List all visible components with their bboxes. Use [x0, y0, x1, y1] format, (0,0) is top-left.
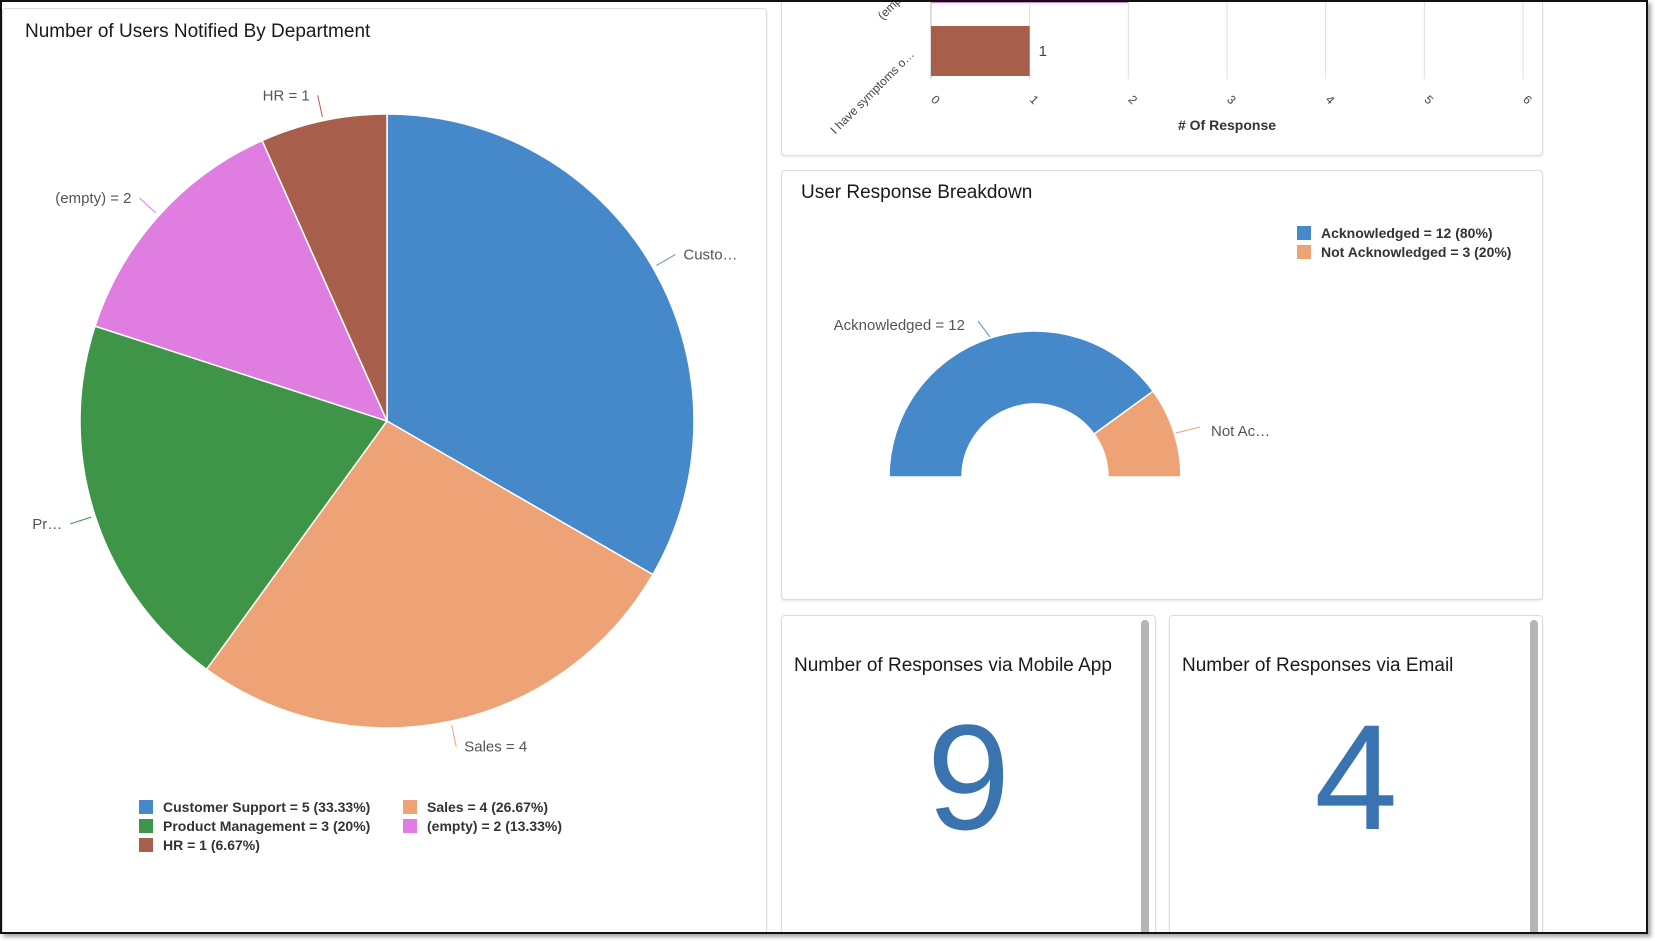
- pie-slice-label: (empty) = 2: [55, 190, 131, 207]
- department-pie-title: Number of Users Notified By Department: [25, 21, 371, 42]
- legend-swatch: [403, 800, 417, 814]
- mobile-responses-card: Number of Responses via Mobile App 9: [781, 615, 1156, 932]
- legend-item-acknowledged[interactable]: Acknowledged = 12 (80%): [1321, 225, 1493, 241]
- email-responses-card: Number of Responses via Email 4: [1169, 615, 1543, 932]
- pie-slice-label: HR = 1: [263, 87, 310, 104]
- mobile-responses-value: 9: [926, 693, 1011, 861]
- mobile-card-scrollbar[interactable]: [1141, 620, 1149, 932]
- legend-swatch: [1297, 226, 1311, 240]
- symptom-bar-card: 0 1 2 3 4 5 6 1 (emp I have symptoms o… # Of Respo…: [781, 0, 1543, 156]
- pie-slice-empty[interactable]: [94, 139, 389, 423]
- department-pie-chart: Custo… Sales = 4 Pr… (empty) = 2 HR = 1 Custo…: [32, 87, 737, 853]
- legend-swatch: [139, 800, 153, 814]
- pie-leader-line: [70, 516, 92, 525]
- department-pie-card: Number of Users Notified By Department C…: [2, 8, 767, 932]
- legend-swatch: [139, 838, 153, 852]
- x-tick-label: 6: [1520, 92, 1535, 107]
- legend-item-product-management[interactable]: Product Management = 3 (20%): [163, 818, 370, 834]
- legend-swatch: [139, 819, 153, 833]
- response-breakdown-title: User Response Breakdown: [801, 182, 1033, 203]
- donut-slice-label: Acknowledged = 12: [834, 317, 965, 334]
- email-responses-value: 4: [1314, 693, 1398, 861]
- x-tick-label: 1: [1027, 92, 1042, 107]
- pie-leader-line: [317, 95, 323, 117]
- bar-emp[interactable]: [931, 0, 1129, 3]
- pie-slice-sales[interactable]: [205, 420, 654, 729]
- y-category-label: I have symptoms o…: [828, 47, 918, 137]
- legend-swatch: [1297, 245, 1311, 259]
- mobile-responses-title: Number of Responses via Mobile App: [794, 655, 1112, 676]
- email-card-scrollbar[interactable]: [1530, 620, 1538, 932]
- x-tick-label: 3: [1224, 92, 1239, 107]
- pie-slice-label: Custo…: [683, 247, 737, 264]
- x-tick-label: 5: [1421, 92, 1436, 107]
- x-axis-label: # Of Response: [1178, 117, 1276, 133]
- x-tick-label: 4: [1323, 92, 1338, 107]
- donut-leader-line: [977, 320, 991, 338]
- pie-leader-line: [451, 725, 457, 747]
- donut-leader-line: [1175, 426, 1201, 434]
- pie-leader-line: [656, 254, 676, 266]
- pie-slice-label: Sales = 4: [464, 739, 527, 756]
- y-category-label: (emp: [875, 0, 904, 22]
- donut-slice-not-acknowledged[interactable]: [1093, 390, 1182, 478]
- pie-slice-product-management[interactable]: [79, 325, 389, 671]
- bar-i-have-symptoms-o[interactable]: [931, 26, 1030, 76]
- legend-item-empty[interactable]: (empty) = 2 (13.33%): [427, 818, 562, 834]
- pie-slice-customer-support[interactable]: [386, 113, 695, 576]
- bar-data-label: 1: [1039, 43, 1047, 60]
- legend-item-hr[interactable]: HR = 1 (6.67%): [163, 837, 260, 853]
- pie-slice-label: Pr…: [32, 516, 62, 533]
- donut-slice-acknowledged[interactable]: [888, 330, 1155, 478]
- legend-item-sales[interactable]: Sales = 4 (26.67%): [427, 799, 548, 815]
- x-tick-label: 2: [1125, 92, 1140, 107]
- response-breakdown-card: User Response Breakdown Acknowledged = 1…: [781, 170, 1543, 600]
- x-tick-label: 0: [928, 92, 943, 107]
- pie-slice-hr[interactable]: [261, 113, 388, 422]
- donut-slice-label: Not Ac…: [1211, 423, 1270, 440]
- pie-leader-line: [139, 197, 157, 214]
- response-breakdown-chart: Acknowledged = 12 Not Ac… Acknowledged = 1…: [834, 225, 1511, 478]
- legend-swatch: [403, 819, 417, 833]
- symptom-bar-chart: 0 1 2 3 4 5 6 1 (emp I have symptoms o… # Of Respo…: [828, 0, 1535, 137]
- legend-item-not-acknowledged[interactable]: Not Acknowledged = 3 (20%): [1321, 244, 1511, 260]
- email-responses-title: Number of Responses via Email: [1182, 655, 1454, 676]
- legend-item-customer-support[interactable]: Customer Support = 5 (33.33%): [163, 799, 370, 815]
